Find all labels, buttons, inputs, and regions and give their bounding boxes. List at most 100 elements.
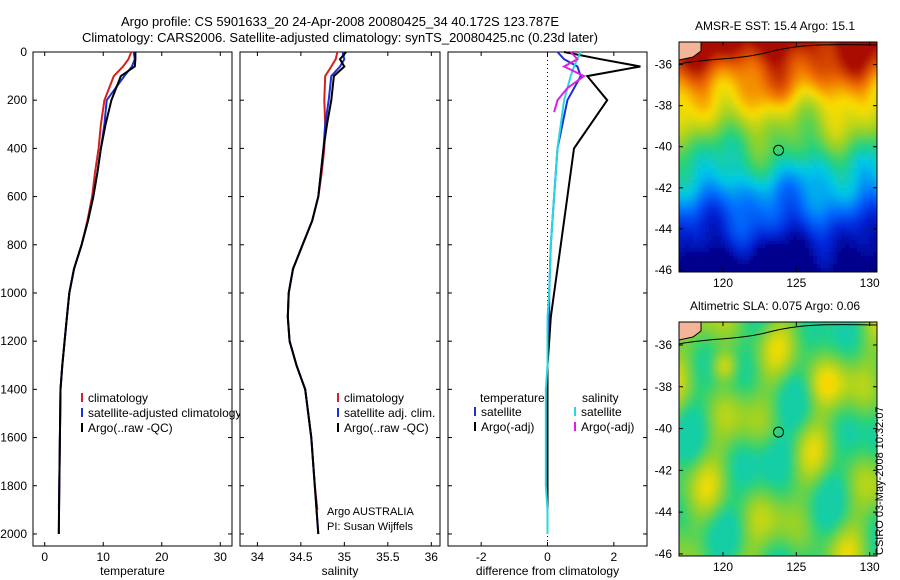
map-cell [833, 228, 838, 233]
map-cell [729, 128, 734, 133]
map-cell [801, 340, 806, 345]
map-cell [789, 332, 794, 337]
map-cell [749, 72, 754, 77]
map-cell [745, 108, 750, 113]
map-cell [709, 376, 714, 381]
map-cell [769, 128, 774, 133]
map-cell [773, 408, 778, 413]
map-cell [773, 372, 778, 377]
map-cell [689, 344, 694, 349]
map-cell [797, 120, 802, 125]
map-cell [853, 376, 858, 381]
map-cell [733, 408, 738, 413]
map-cell [813, 336, 818, 341]
map-cell [825, 180, 830, 185]
map-cell [805, 124, 810, 129]
map-cell [673, 268, 678, 273]
map-cell [733, 164, 738, 169]
map-cell [809, 328, 814, 333]
map-cell [853, 44, 858, 49]
map-cell [697, 356, 702, 361]
map-cell [769, 132, 774, 137]
map-cell [705, 220, 710, 225]
map-cell [701, 168, 706, 173]
map-cell [737, 252, 742, 257]
map-cell [877, 72, 882, 77]
map-cell [765, 204, 770, 209]
map-cell [757, 272, 762, 277]
map-cell [725, 428, 730, 433]
map-cell [733, 42, 738, 45]
map-cell [745, 84, 750, 89]
map-cell [833, 152, 838, 157]
map-cell [773, 364, 778, 369]
map-cell [769, 244, 774, 249]
map-cell [737, 324, 742, 329]
map-cell [749, 220, 754, 225]
map-cell [689, 376, 694, 381]
map-cell [693, 220, 698, 225]
map-cell [781, 356, 786, 361]
map-cell [769, 400, 774, 405]
map-cell [825, 136, 830, 141]
map-cell [781, 56, 786, 61]
map-cell [789, 356, 794, 361]
map-cell [679, 132, 682, 137]
map-cell [773, 76, 778, 81]
map-cell [821, 232, 826, 237]
map-cell [789, 192, 794, 197]
map-cell [801, 412, 806, 417]
map-cell [873, 322, 877, 325]
map-cell [741, 216, 746, 221]
map-cell [737, 112, 742, 117]
map-cell [697, 96, 702, 101]
map-cell [881, 352, 886, 357]
map-cell [809, 48, 814, 53]
map-cell [821, 120, 826, 125]
map-cell [805, 200, 810, 205]
map-cell [745, 180, 750, 185]
map-cell [877, 164, 882, 169]
map-cell [713, 200, 718, 205]
map-cell [869, 124, 874, 129]
map-cell [761, 76, 766, 81]
map-cell [697, 168, 702, 173]
map-cell [857, 244, 862, 249]
map-cell [681, 420, 686, 425]
map-cell [781, 92, 786, 97]
map-cell [737, 160, 742, 165]
map-cell [753, 384, 758, 389]
map-cell [857, 44, 862, 49]
map-cell [717, 160, 722, 165]
map-cell [793, 268, 798, 272]
map-cell [785, 368, 790, 373]
map-cell [805, 84, 810, 89]
map-cell [709, 364, 714, 369]
map-cell [705, 322, 710, 325]
map-cell [873, 248, 877, 253]
map-cell [837, 420, 842, 425]
map-cell [685, 132, 690, 137]
map-cell [841, 172, 846, 177]
map-cell [725, 348, 730, 353]
map-cell [829, 324, 834, 329]
map-cell [765, 360, 770, 365]
map-cell [745, 172, 750, 177]
map-cell [713, 144, 718, 149]
map-cell [749, 108, 754, 113]
map-cell [825, 92, 830, 97]
map-cell [697, 172, 702, 177]
map-cell [737, 128, 742, 133]
map-cell [849, 44, 854, 49]
map-cell [757, 176, 762, 181]
map-cell [861, 148, 866, 153]
map-cell [809, 68, 814, 73]
map-cell [761, 412, 766, 417]
map-cell [881, 264, 886, 269]
map-cell [757, 104, 762, 109]
map-cell [761, 328, 766, 333]
map-cell [793, 188, 798, 193]
map-cell [873, 184, 877, 189]
map-cell [679, 116, 682, 121]
map-cell [785, 212, 790, 217]
